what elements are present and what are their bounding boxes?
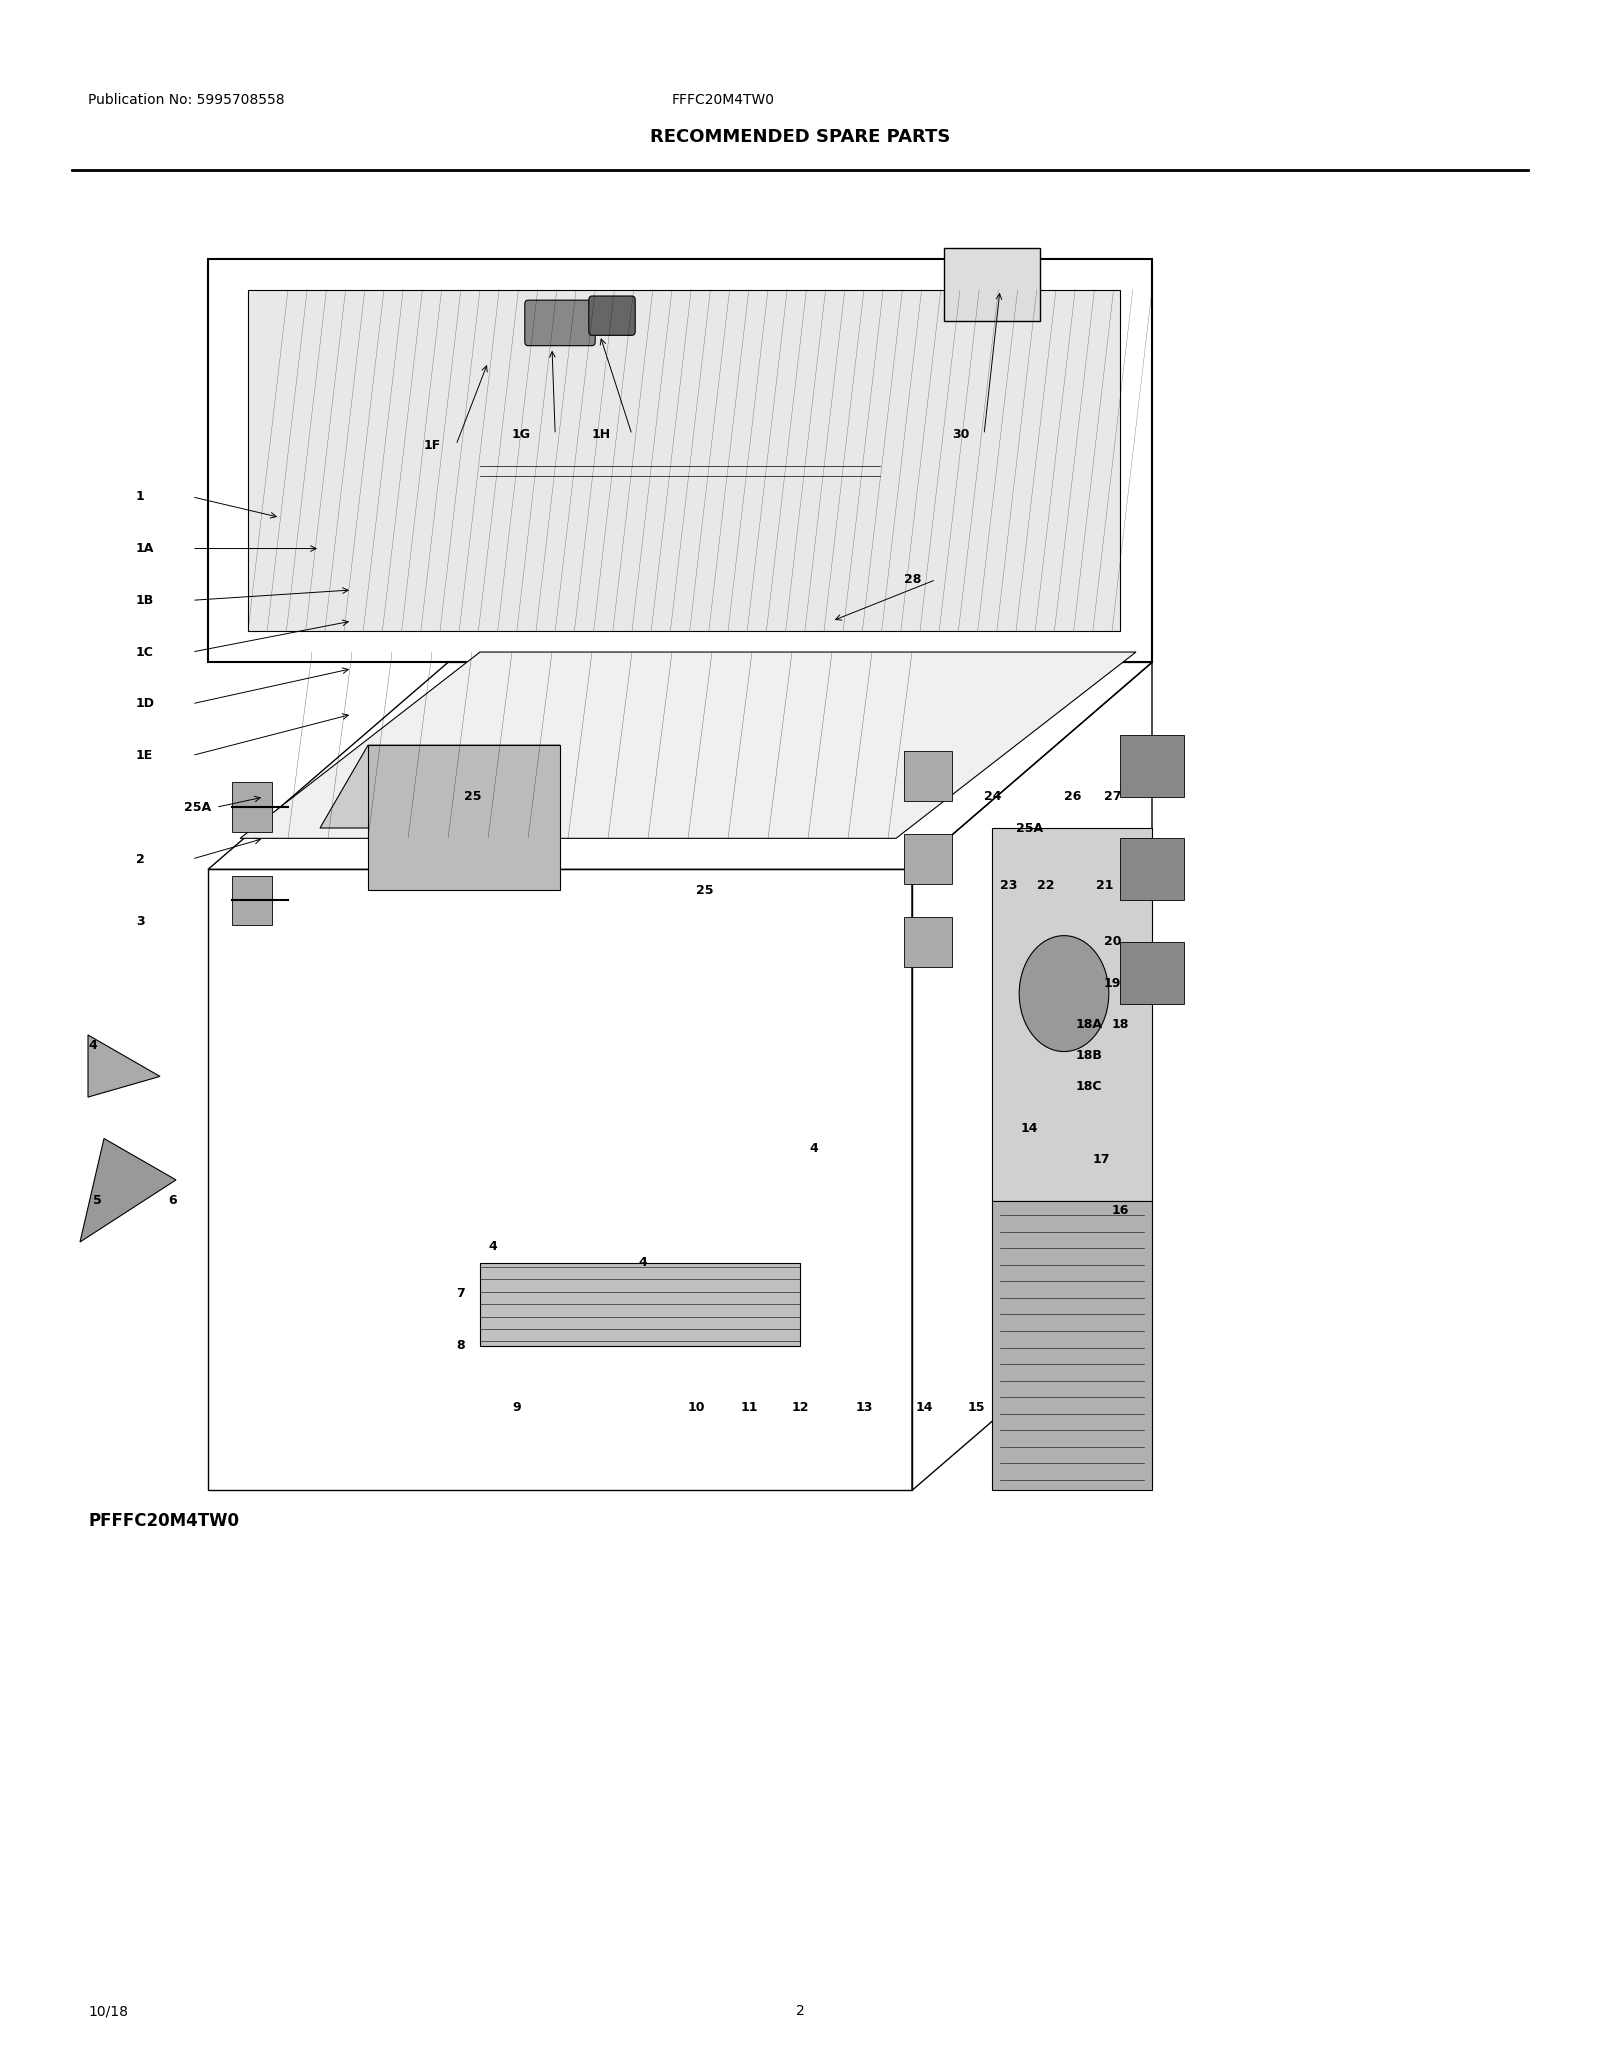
Text: 14: 14: [1021, 1122, 1038, 1134]
Text: 1C: 1C: [136, 646, 154, 658]
Text: 18B: 18B: [1075, 1049, 1102, 1062]
Text: 1D: 1D: [136, 698, 155, 710]
FancyBboxPatch shape: [525, 300, 595, 346]
FancyBboxPatch shape: [589, 296, 635, 335]
Text: 17: 17: [1093, 1153, 1110, 1165]
Text: 2: 2: [795, 2004, 805, 2018]
Text: 4: 4: [88, 1039, 96, 1052]
Text: 18A: 18A: [1075, 1018, 1102, 1031]
Polygon shape: [248, 290, 1120, 631]
Text: 30: 30: [952, 428, 970, 441]
Text: 19: 19: [1104, 977, 1122, 989]
Polygon shape: [992, 828, 1152, 1201]
Text: 26: 26: [1064, 791, 1082, 803]
Polygon shape: [944, 248, 1040, 321]
Text: 11: 11: [741, 1401, 758, 1414]
Polygon shape: [992, 1201, 1152, 1490]
Polygon shape: [368, 745, 560, 890]
Text: 1A: 1A: [136, 542, 154, 555]
Text: 25A: 25A: [184, 801, 211, 814]
Polygon shape: [904, 917, 952, 967]
Text: PFFFC20M4TW0: PFFFC20M4TW0: [88, 1513, 238, 1530]
Text: 3: 3: [136, 915, 144, 927]
Text: 10/18: 10/18: [88, 2004, 128, 2018]
Text: 1H: 1H: [592, 428, 611, 441]
Text: 4: 4: [638, 1256, 646, 1269]
Text: 18: 18: [1112, 1018, 1130, 1031]
Polygon shape: [320, 745, 560, 828]
Text: 25A: 25A: [1016, 822, 1043, 834]
Circle shape: [1019, 936, 1109, 1052]
Polygon shape: [80, 1138, 176, 1242]
Text: 4: 4: [810, 1143, 818, 1155]
Text: 25: 25: [464, 791, 482, 803]
Polygon shape: [1120, 942, 1184, 1004]
Text: 13: 13: [856, 1401, 874, 1414]
Text: 28: 28: [904, 573, 922, 586]
Polygon shape: [88, 1035, 160, 1097]
Polygon shape: [232, 782, 272, 832]
Polygon shape: [904, 751, 952, 801]
Polygon shape: [480, 1263, 800, 1346]
Polygon shape: [904, 834, 952, 884]
Text: 15: 15: [968, 1401, 986, 1414]
Text: 1: 1: [136, 491, 144, 503]
Polygon shape: [1120, 838, 1184, 900]
Text: 16: 16: [1112, 1205, 1130, 1217]
Text: 2: 2: [136, 853, 144, 865]
Polygon shape: [240, 652, 1136, 838]
Text: 5: 5: [93, 1194, 101, 1207]
Text: 23: 23: [1000, 880, 1018, 892]
Text: 10: 10: [688, 1401, 706, 1414]
Polygon shape: [1120, 735, 1184, 797]
Text: RECOMMENDED SPARE PARTS: RECOMMENDED SPARE PARTS: [650, 128, 950, 147]
Text: FFFC20M4TW0: FFFC20M4TW0: [672, 93, 774, 108]
Text: 25: 25: [696, 884, 714, 896]
Text: 21: 21: [1096, 880, 1114, 892]
Text: 1E: 1E: [136, 749, 154, 762]
Text: 24: 24: [984, 791, 1002, 803]
Polygon shape: [232, 876, 272, 925]
Text: Publication No: 5995708558: Publication No: 5995708558: [88, 93, 285, 108]
Text: 20: 20: [1104, 936, 1122, 948]
Text: 6: 6: [168, 1194, 176, 1207]
Text: 1B: 1B: [136, 594, 154, 607]
Text: 4: 4: [488, 1240, 496, 1252]
Text: 22: 22: [1037, 880, 1054, 892]
Text: 18C: 18C: [1075, 1081, 1102, 1093]
Text: 1F: 1F: [424, 439, 442, 451]
Text: 8: 8: [456, 1339, 464, 1352]
Text: 12: 12: [792, 1401, 810, 1414]
Text: 1G: 1G: [512, 428, 531, 441]
Text: 27: 27: [1104, 791, 1122, 803]
Text: 7: 7: [456, 1288, 464, 1300]
Text: 9: 9: [512, 1401, 520, 1414]
Text: 14: 14: [915, 1401, 933, 1414]
